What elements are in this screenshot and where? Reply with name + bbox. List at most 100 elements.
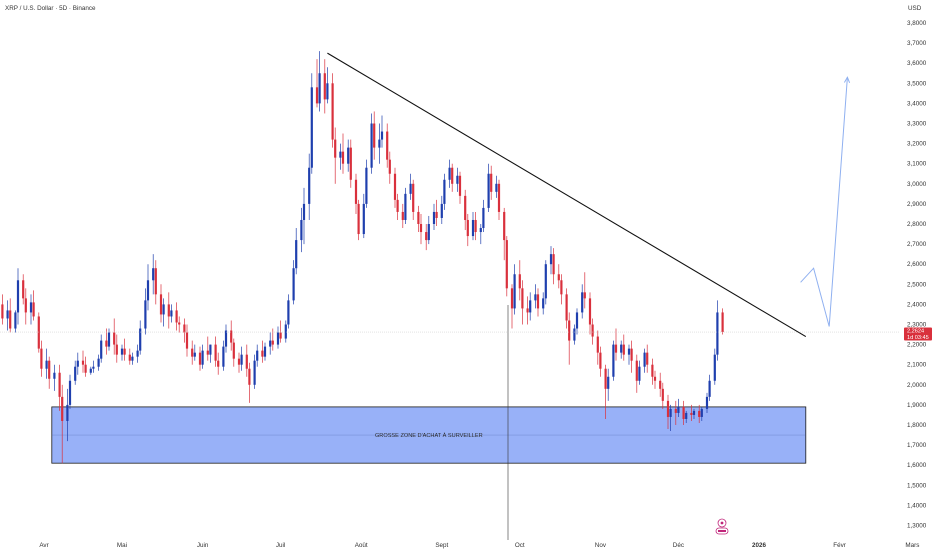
- candle-body: [245, 354, 248, 369]
- candle-body: [401, 211, 404, 220]
- candle: [419, 213, 423, 245]
- candle-body: [105, 340, 108, 347]
- candle: [674, 400, 677, 425]
- candle: [627, 344, 631, 365]
- price-tag-value: 2,2624: [907, 329, 924, 335]
- y-tick-label: 1,6000: [907, 462, 927, 469]
- candle-body: [61, 396, 64, 421]
- x-axis[interactable]: Avr Mai Juin Juil Août Sept Oct Nov Déc 2026 Févr M…: [39, 542, 919, 549]
- candle: [100, 334, 103, 363]
- candle-body: [588, 298, 592, 325]
- candle: [24, 288, 27, 325]
- y-tick-label: 3,7000: [907, 40, 927, 47]
- x-tick-label: Mars: [905, 542, 919, 549]
- candle-body: [209, 344, 212, 355]
- candle: [323, 59, 326, 114]
- candle-body: [669, 408, 672, 417]
- candle-body: [136, 350, 139, 357]
- candle: [466, 213, 469, 247]
- candle: [276, 326, 280, 349]
- candle: [490, 165, 493, 200]
- candle: [300, 207, 303, 253]
- candle-body: [666, 400, 670, 417]
- candle: [206, 336, 209, 361]
- candle-body: [425, 232, 428, 241]
- y-tick-label: 3,2000: [907, 141, 927, 148]
- candle-body: [89, 368, 92, 373]
- candle-body: [612, 344, 615, 377]
- candle: [89, 366, 92, 375]
- y-axis[interactable]: 3,8000 3,7000 3,6000 3,5000 3,4000 3,3000 3,20…: [907, 20, 927, 530]
- candle-body: [217, 360, 220, 367]
- candle-body: [230, 330, 233, 343]
- candle-body: [716, 312, 719, 355]
- candle: [123, 338, 126, 361]
- candle-body: [630, 348, 633, 361]
- candle: [612, 340, 615, 381]
- candle: [505, 236, 508, 297]
- candle: [146, 264, 150, 311]
- candle-body: [583, 292, 586, 299]
- candle-body: [287, 300, 290, 325]
- candle-body: [435, 211, 438, 218]
- candle: [185, 324, 189, 357]
- candle: [152, 254, 155, 295]
- candle-body: [40, 348, 43, 369]
- candle: [536, 288, 540, 317]
- candle: [37, 312, 40, 353]
- candle: [339, 143, 342, 170]
- y-tick-label: 2,2000: [907, 342, 927, 349]
- candle-body: [685, 412, 688, 419]
- candle: [214, 336, 217, 367]
- candle-body: [518, 274, 521, 289]
- candle-body: [529, 300, 532, 313]
- descending-trendline[interactable]: [327, 52, 807, 338]
- candle: [692, 408, 696, 419]
- candle: [284, 320, 287, 343]
- candle-body: [276, 332, 280, 345]
- candle: [471, 211, 475, 241]
- candle-body: [575, 312, 579, 329]
- candle: [248, 362, 251, 403]
- y-tick-label: 2,6000: [907, 261, 927, 268]
- candle: [66, 388, 69, 442]
- candle: [97, 354, 100, 371]
- candle: [713, 348, 716, 385]
- candle: [518, 260, 521, 301]
- candle-body: [698, 410, 701, 417]
- candle-body: [370, 123, 373, 168]
- candle: [417, 205, 420, 233]
- candle-body: [139, 328, 142, 351]
- candle: [646, 344, 649, 373]
- candle: [68, 374, 72, 409]
- candle-body: [224, 330, 228, 347]
- candle-body: [627, 348, 631, 355]
- y-tick-label: 3,4000: [907, 100, 927, 107]
- candle-body: [544, 264, 547, 299]
- candle: [326, 67, 329, 104]
- candle-body: [183, 324, 186, 333]
- candle-body: [214, 344, 217, 361]
- y-tick-label: 1,7000: [907, 442, 927, 449]
- candle-body: [635, 360, 638, 381]
- candle-body: [146, 280, 150, 301]
- candle: [638, 360, 641, 385]
- candle: [154, 260, 157, 305]
- projection-path[interactable]: [800, 77, 848, 327]
- symbol-title: XRP / U.S. Dollar · 5D · Binance: [5, 5, 96, 12]
- candle: [716, 300, 719, 361]
- y-tick-label: 2,8000: [907, 221, 927, 228]
- candle-body: [466, 219, 469, 237]
- candle-body: [490, 173, 493, 192]
- candle-body: [690, 412, 693, 415]
- candle-body: [596, 336, 599, 353]
- candle-body: [162, 304, 165, 315]
- y-tick-label: 2,5000: [907, 281, 927, 288]
- event-flag-icon[interactable]: [715, 518, 729, 535]
- candle: [318, 51, 321, 112]
- candle-body: [581, 292, 584, 313]
- y-tick-label: 3,5000: [907, 80, 927, 87]
- candle-body: [380, 131, 384, 140]
- candle-body: [240, 354, 243, 365]
